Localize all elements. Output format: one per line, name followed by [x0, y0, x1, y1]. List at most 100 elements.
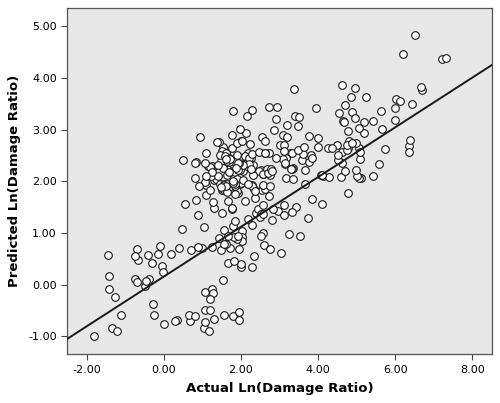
Point [228, 205, 236, 212]
Point [340, 118, 348, 125]
Point [258, 171, 266, 177]
Point [158, 262, 166, 269]
Point [226, 167, 234, 173]
Point [353, 173, 361, 180]
Point [134, 279, 141, 286]
Point [144, 251, 152, 258]
Point [362, 93, 370, 100]
Point [348, 109, 356, 115]
Point [218, 210, 226, 216]
Point [280, 141, 288, 148]
Point [266, 183, 274, 190]
Point [314, 135, 322, 141]
Point [228, 223, 236, 230]
Point [192, 159, 200, 165]
Point [340, 101, 348, 108]
Point [145, 276, 153, 283]
Point [105, 285, 113, 292]
Point [104, 251, 112, 258]
Point [298, 151, 306, 158]
Point [224, 159, 232, 165]
Point [248, 151, 256, 158]
Point [238, 138, 246, 145]
Point [222, 150, 230, 156]
Point [406, 137, 414, 143]
Point [248, 264, 256, 270]
Point [233, 164, 241, 170]
Point [260, 186, 268, 192]
Point [202, 172, 210, 179]
Point [174, 317, 182, 323]
Point [208, 243, 216, 250]
Point [354, 125, 362, 131]
Point [239, 168, 247, 174]
Point [236, 264, 244, 270]
Point [110, 294, 118, 301]
Point [234, 233, 242, 239]
Point [396, 98, 404, 104]
Point [248, 107, 256, 114]
Point [228, 312, 236, 319]
Point [210, 177, 218, 183]
Point [280, 202, 288, 208]
Point [206, 187, 214, 193]
Point [292, 204, 300, 211]
Point [224, 233, 232, 239]
Point [360, 118, 368, 125]
Point [351, 114, 359, 121]
Point [224, 163, 232, 170]
Point [224, 197, 232, 204]
Point [220, 182, 228, 188]
Point [239, 162, 247, 169]
Point [267, 166, 275, 172]
Point [260, 150, 268, 156]
Point [234, 160, 242, 166]
Point [220, 241, 228, 247]
Point [245, 156, 253, 162]
Point [256, 149, 264, 155]
Point [191, 174, 199, 181]
Point [248, 181, 256, 188]
Point [231, 159, 239, 166]
Point [260, 242, 268, 248]
Point [236, 166, 244, 172]
Point [318, 172, 326, 179]
Point [230, 218, 238, 224]
Point [226, 156, 234, 162]
Point [245, 155, 253, 162]
Point [250, 188, 258, 195]
Point [259, 202, 267, 209]
Point [159, 268, 167, 275]
Point [239, 177, 247, 183]
Point [325, 174, 333, 180]
Point [216, 152, 224, 158]
Point [194, 244, 202, 251]
Point [268, 206, 276, 212]
Point [232, 178, 240, 185]
Point [260, 171, 268, 178]
Point [285, 231, 293, 238]
Point [236, 308, 244, 315]
Point [221, 153, 229, 160]
Point [438, 56, 446, 63]
Point [212, 176, 220, 182]
Point [240, 156, 248, 162]
Point [400, 51, 407, 57]
Point [154, 250, 162, 257]
Point [228, 132, 236, 138]
Point [258, 167, 266, 173]
Point [338, 160, 346, 166]
Point [344, 189, 351, 196]
Point [236, 156, 244, 162]
Point [210, 316, 218, 322]
Point [288, 166, 296, 172]
Point [295, 114, 303, 120]
Point [248, 183, 256, 189]
Point [264, 150, 272, 156]
Point [259, 182, 267, 188]
Point [376, 161, 384, 167]
Point [404, 143, 412, 149]
Point [227, 164, 235, 170]
Point [392, 96, 400, 102]
Point [225, 184, 233, 191]
